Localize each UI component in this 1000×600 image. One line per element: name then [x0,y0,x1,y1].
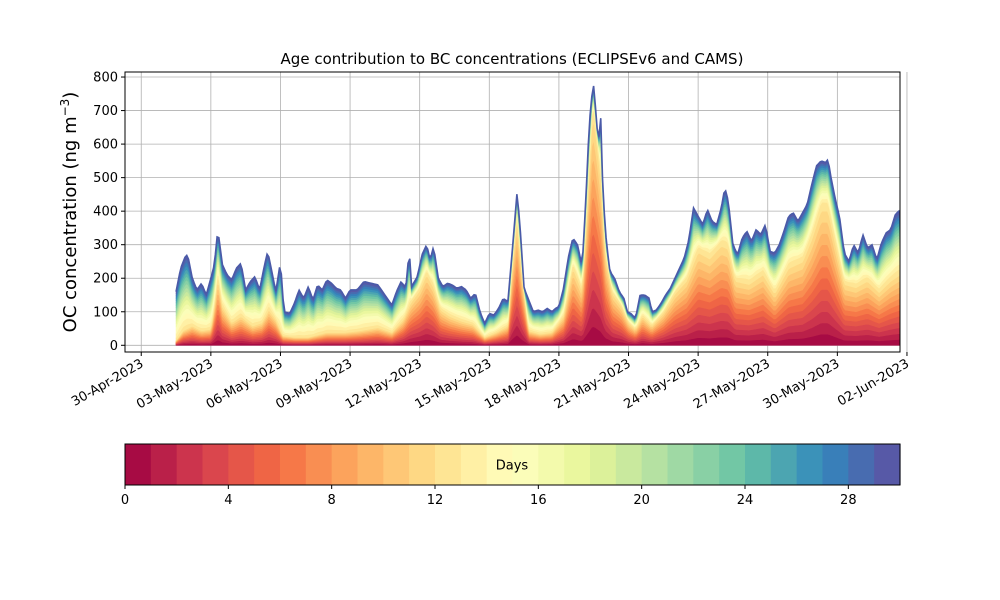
colorbar-swatch [848,444,875,485]
colorbar-tick-label: 24 [737,493,754,508]
colorbar-swatch [383,444,410,485]
colorbar-frame [124,443,901,486]
colorbar-swatch [719,444,746,485]
colorbar-tick-label: 12 [427,493,444,508]
x-tick-label: 27-May-2023 [691,356,773,412]
colorbar-swatch [150,444,178,485]
y-tick-label: 500 [93,171,118,186]
colorbar-tick-label: 20 [633,493,650,508]
colorbar-swatch [254,444,281,485]
x-tick-label: 12-May-2023 [343,356,425,412]
y-tick-label: 300 [93,238,118,253]
colorbar-swatch [590,444,617,485]
colorbar-tick-label: 0 [121,493,129,508]
colorbar-swatch [357,444,384,485]
y-tick-label: 700 [93,104,118,119]
colorbar-swatch [615,444,643,485]
colorbar-swatch [796,444,824,485]
colorbar-swatch [176,444,204,485]
y-tick-label: 100 [93,305,118,320]
x-axis: 30-Apr-202303-May-202306-May-202309-May-… [69,352,912,412]
x-tick-label: 24-May-2023 [621,356,703,412]
colorbar-swatch [280,444,307,485]
y-tick-label: 800 [93,71,118,86]
colorbar-swatch [667,444,694,485]
colorbar-tick-label: 28 [840,493,857,508]
colorbar-swatch [486,444,514,485]
y-tick-label: 200 [93,272,118,287]
colorbar-swatch [564,444,591,485]
colorbar-swatch [125,444,152,485]
y-axis: 0 100 200 300 400 500 600 700 800 [93,71,125,354]
x-tick-label: 06-May-2023 [204,356,286,412]
colorbar-swatch [460,444,488,485]
colorbar-tick-label: 8 [328,493,336,508]
colorbar-swatch [641,444,669,485]
x-tick-label: 15-May-2023 [413,356,495,412]
x-tick-label: 09-May-2023 [273,356,355,412]
colorbar-swatch [435,444,462,485]
x-tick-label: 03-May-2023 [134,356,216,412]
x-tick-label: 18-May-2023 [482,356,564,412]
colorbar-swatch [331,444,359,485]
colorbar-swatch [305,444,333,485]
stacked-areas [175,85,900,346]
colorbar-swatch [538,444,565,485]
colorbar-swatch [409,444,436,485]
plot-frame [124,71,901,353]
x-tick-label: 30-May-2023 [761,356,843,412]
chart-title: Age contribution to BC concentrations (E… [281,50,744,68]
x-tick-label: 02-Jun-2023 [835,356,912,409]
colorbar-swatch [822,444,849,485]
colorbar-swatch [512,444,539,485]
colorbar-swatch [228,444,255,485]
total-outline [175,85,900,326]
colorbar-tick-label: 16 [530,493,547,508]
x-tick-label: 21-May-2023 [552,356,634,412]
y-axis-label: OC concentration (ng m−3) [58,92,81,333]
colorbar-label: Days [496,459,529,474]
y-tick-label: 600 [93,138,118,153]
y-tick-label: 400 [93,205,118,220]
colorbar-swatch [693,444,720,485]
colorbar: Days 0 4 8 12 16 20 24 28 [121,443,901,508]
y-tick-label: 0 [110,339,118,354]
colorbar-tick-label: 4 [224,493,232,508]
colorbar-swatch [874,444,901,485]
colorbar-swatch [770,444,798,485]
colorbar-swatch [745,444,772,485]
colorbar-swatch [202,444,229,485]
